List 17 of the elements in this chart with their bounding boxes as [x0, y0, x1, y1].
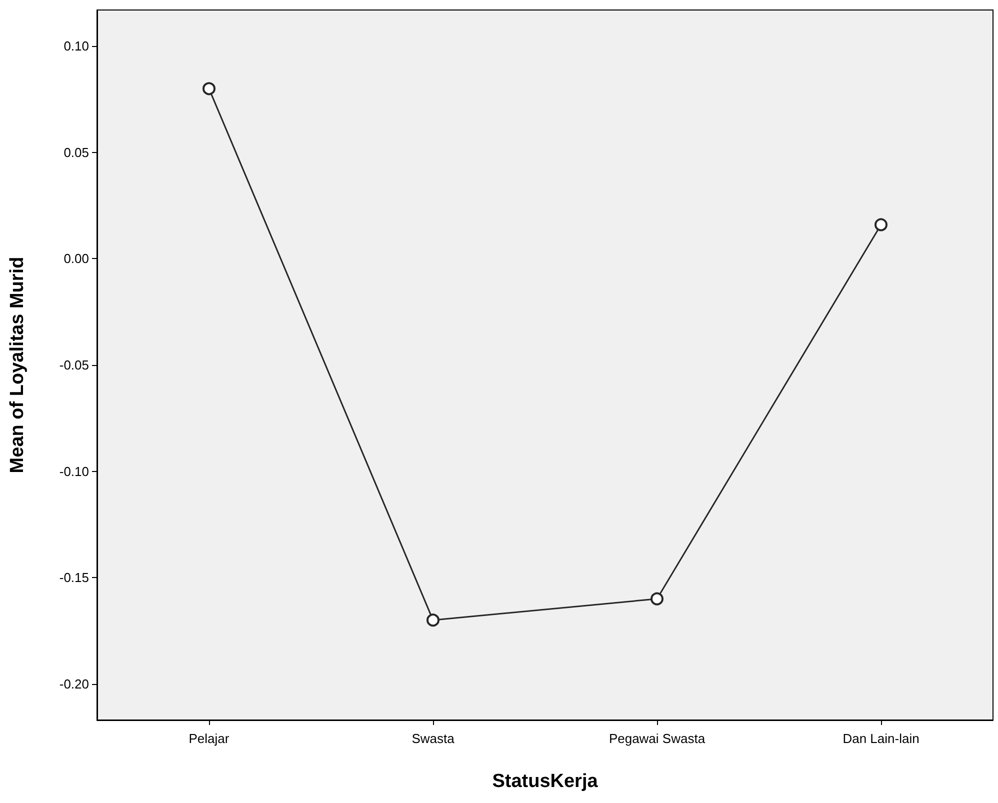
- x-tick-label: Dan Lain-lain: [842, 731, 920, 746]
- point: [426, 614, 440, 627]
- y-tick-label: 0.10: [64, 38, 89, 54]
- y-axis-title: Mean of Loyalitas Murid: [7, 256, 28, 474]
- y-tick-label: 0.00: [64, 251, 89, 266]
- x-tick-label: Swasta: [412, 731, 456, 746]
- y-tick-label: -0.15: [59, 570, 89, 586]
- y-tick-label: 0.05: [64, 144, 89, 160]
- point: [650, 592, 664, 606]
- y-tick-label: -0.05: [59, 358, 89, 372]
- point: [874, 218, 888, 232]
- y-tick-label: -0.10: [59, 464, 89, 479]
- point: [202, 82, 216, 96]
- x-axis-title: StatusKerja: [492, 771, 598, 792]
- x-tick-label: Pelajar: [188, 731, 230, 746]
- y-tick-label: -0.20: [59, 676, 89, 692]
- x-tick-label: Pegawai Swasta: [608, 731, 706, 746]
